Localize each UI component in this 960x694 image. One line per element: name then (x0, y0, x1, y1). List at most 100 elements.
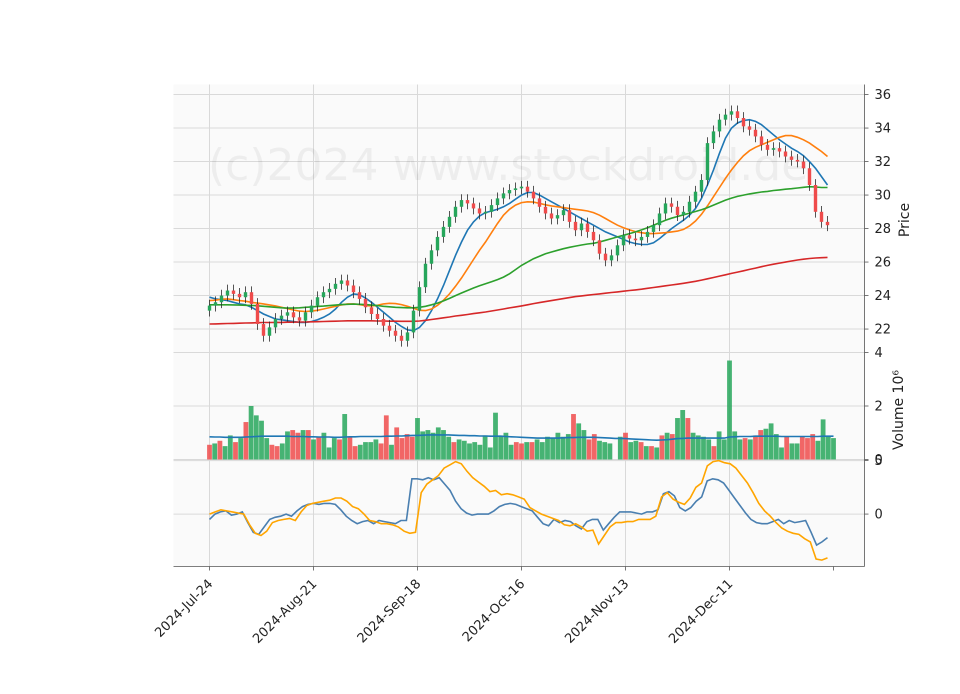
volume-bar (815, 440, 821, 460)
volume-bar (378, 443, 384, 460)
candle-up (327, 288, 332, 293)
volume-bar (363, 442, 368, 460)
volume-bar (337, 439, 342, 460)
volume-bar (498, 435, 504, 460)
price-tick-label: 22 (875, 323, 892, 338)
candle-down (231, 290, 236, 294)
candle-down (585, 223, 590, 232)
volume-bar (545, 436, 550, 460)
candle-up (483, 211, 488, 214)
candle-up (615, 245, 620, 256)
oscillator-tick-label: 0 (875, 508, 883, 523)
candle-down (549, 213, 554, 219)
volume-bar (467, 443, 472, 460)
candle-down (363, 298, 368, 308)
x-tick-label: 2024-Dec-11 (666, 577, 736, 647)
volume-bar (638, 442, 644, 460)
candle-down (777, 148, 782, 152)
candle-up (441, 226, 446, 237)
volume-bar (279, 443, 285, 460)
volume-bar (519, 443, 524, 460)
volume-bar (810, 434, 816, 460)
candle-down (531, 191, 536, 199)
volume-bar (737, 439, 743, 460)
candle-up (225, 290, 230, 296)
candlesticks (207, 105, 830, 347)
candle-down (297, 317, 302, 321)
candle-up (243, 292, 248, 298)
candle-up (501, 193, 506, 199)
candle-up (429, 250, 434, 264)
x-tick-label: 2024-Nov-13 (562, 577, 632, 647)
price-tick-label: 32 (875, 155, 892, 170)
volume-bar (742, 438, 748, 460)
candle-down (249, 292, 254, 304)
volume-tick-label: 2 (875, 400, 883, 415)
candle-down (813, 185, 818, 212)
volume-tick-label: 4 (875, 346, 883, 361)
candle-up (705, 143, 710, 180)
volume-bar (773, 434, 779, 460)
volume-bar (768, 423, 774, 460)
candle-up (687, 201, 692, 212)
volume-bar (238, 438, 244, 460)
price-tick-label: 26 (875, 256, 892, 271)
candle-up (315, 297, 320, 306)
grid-lines (173, 84, 865, 567)
volume-bar (259, 420, 264, 460)
candle-down (741, 118, 746, 127)
oscillator-tick-label: 5 (875, 454, 883, 469)
volume-bar (227, 435, 233, 460)
volume-bar (409, 436, 415, 460)
volume-bar (825, 436, 831, 460)
volume-bar (534, 439, 540, 460)
volume-bar (326, 447, 332, 460)
volume-bar (560, 436, 566, 460)
volume-bar (482, 435, 488, 460)
candle-down (387, 325, 392, 331)
volume-bar (357, 444, 363, 460)
volume-bar (503, 432, 509, 460)
candle-up (693, 191, 698, 202)
volume-bar (513, 442, 519, 460)
candle-down (801, 161, 806, 169)
volume-bar (451, 442, 457, 460)
volume-bar (607, 443, 613, 460)
candle-up (711, 131, 716, 144)
volume-bar (680, 410, 686, 460)
candle-up (447, 216, 452, 227)
volume-bar (659, 435, 665, 460)
volume-moving-average (209, 434, 834, 442)
candle-down (825, 221, 830, 226)
volume-bar (727, 360, 732, 460)
candle-up (699, 179, 704, 192)
volume-bar (555, 432, 561, 460)
volume-bar (586, 439, 592, 460)
candle-up (645, 231, 650, 237)
volume-tick-label: 0 (875, 453, 883, 468)
candle-down (381, 319, 386, 326)
candle-down (591, 231, 596, 241)
candle-up (459, 200, 464, 207)
candle-down (795, 159, 800, 162)
volume-axis-label: Volume 10⁶ (891, 370, 907, 450)
oscillator-panel-background (173, 459, 865, 567)
volume-bar (820, 419, 826, 460)
volume-bar (664, 432, 670, 460)
candle-up (489, 205, 494, 212)
candle-up (609, 255, 614, 261)
volume-bar (565, 434, 571, 460)
candle-down (471, 203, 476, 209)
volume-bar (649, 446, 654, 460)
candle-up (333, 283, 338, 289)
volume-bar (508, 444, 514, 460)
volume-bar (394, 427, 400, 460)
volume-bar (217, 440, 223, 460)
volume-bar (264, 438, 270, 460)
candle-down (345, 280, 350, 286)
volume-bar (617, 436, 623, 460)
candle-down (537, 198, 542, 207)
candle-down (465, 200, 470, 204)
volume-bar (368, 442, 374, 460)
x-tick-label: 2024-Oct-16 (460, 577, 528, 645)
